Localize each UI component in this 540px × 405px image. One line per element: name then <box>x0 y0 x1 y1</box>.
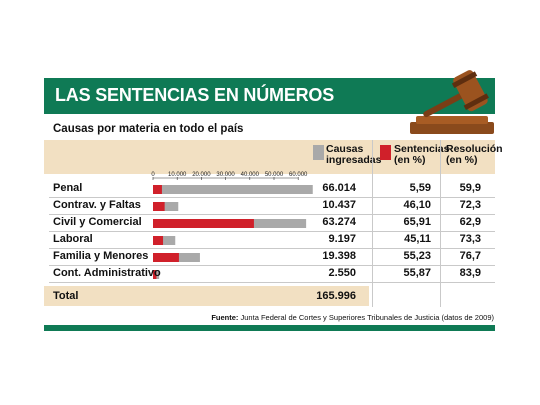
x-tick-label: 20.000 <box>192 172 211 178</box>
page-title: LAS SENTENCIAS EN NÚMEROS <box>55 85 335 105</box>
bar-sentencias <box>153 236 164 245</box>
source-note: Fuente: Junta Federal de Cortes y Superi… <box>211 313 494 322</box>
gavel-icon <box>410 70 494 134</box>
row-resolucion: 83,9 <box>459 267 481 279</box>
divider-2 <box>440 140 441 307</box>
x-tick-label: 40.000 <box>241 172 260 178</box>
bar-causas <box>153 185 313 194</box>
row-divider <box>49 197 495 198</box>
legend-swatch-causas <box>313 145 324 160</box>
row-sentencias: 46,10 <box>403 199 431 211</box>
row-resolucion: 72,3 <box>459 199 481 211</box>
row-label: Cont. Administrativo <box>53 267 161 279</box>
title-band <box>44 78 495 114</box>
row-causas: 63.274 <box>322 216 356 228</box>
header-band <box>44 140 495 174</box>
row-sentencias: 65,91 <box>403 216 431 228</box>
bar-sentencias <box>153 185 162 194</box>
header-causas: Causas ingresadas <box>326 143 382 166</box>
row-label: Laboral <box>53 233 93 245</box>
row-resolucion: 73,3 <box>459 233 481 245</box>
row-divider <box>49 231 495 232</box>
divider-1 <box>372 140 373 307</box>
row-label: Contrav. y Faltas <box>53 199 141 211</box>
row-causas: 66.014 <box>322 182 356 194</box>
x-tick-label: 60.000 <box>289 172 308 178</box>
total-label: Total <box>53 290 79 302</box>
row-causas: 19.398 <box>322 250 356 262</box>
row-label: Civil y Comercial <box>53 216 142 228</box>
total-band <box>44 286 369 306</box>
bottom-band <box>44 325 495 331</box>
header-resolucion: Resolución (en %) <box>446 143 503 166</box>
header-sentencias: Sentencias (en %) <box>394 143 450 166</box>
bar-sentencias <box>153 219 254 228</box>
row-resolucion: 59,9 <box>459 182 481 194</box>
bar-sentencias <box>153 270 157 279</box>
row-resolucion: 62,9 <box>459 216 481 228</box>
x-tick-label: 50.000 <box>265 172 284 178</box>
row-divider <box>49 214 495 215</box>
row-causas: 10.437 <box>322 199 356 211</box>
bar-causas <box>153 202 179 211</box>
row-divider <box>49 265 495 266</box>
total-value: 165.996 <box>316 290 356 302</box>
row-sentencias: 55,23 <box>403 250 431 262</box>
chart-subtitle: Causas por materia en todo el país <box>53 123 244 135</box>
row-divider <box>49 248 495 249</box>
x-tick-label: 10.000 <box>168 172 187 178</box>
legend-swatch-sentencias <box>380 145 391 160</box>
row-divider <box>49 282 495 283</box>
row-sentencias: 55,87 <box>403 267 431 279</box>
bar-sentencias <box>153 202 165 211</box>
row-sentencias: 45,11 <box>404 233 431 245</box>
row-causas: 2.550 <box>328 267 356 279</box>
bar-sentencias <box>153 253 179 262</box>
row-label: Familia y Menores <box>53 250 149 262</box>
row-sentencias: 5,59 <box>409 182 431 194</box>
row-resolucion: 76,7 <box>459 250 481 262</box>
row-label: Penal <box>53 182 83 194</box>
bar-causas <box>153 236 176 245</box>
x-tick-label: 0 <box>151 172 155 178</box>
row-causas: 9.197 <box>328 233 356 245</box>
x-tick-label: 30.000 <box>216 172 235 178</box>
